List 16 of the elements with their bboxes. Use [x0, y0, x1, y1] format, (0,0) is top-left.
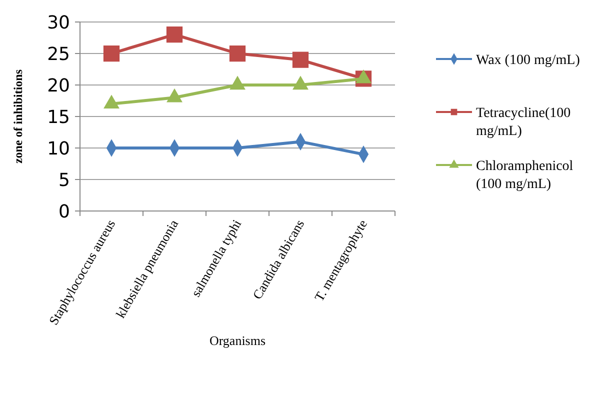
y-tick-label: 20 — [47, 75, 70, 96]
point — [103, 45, 120, 62]
point — [229, 45, 246, 62]
y-tick-label: 0 — [58, 201, 70, 222]
y-axis-title: zone of inhibitions — [11, 69, 25, 164]
point — [166, 26, 183, 43]
legend-label: Chloramphenicol (100 mg/mL) — [476, 159, 574, 192]
x-axis-title: Organisms — [209, 333, 266, 348]
y-tick-label: 10 — [47, 138, 70, 160]
y-tick-label: 15 — [47, 106, 70, 128]
legend-label: Tetracycline(100 mg/mL) — [476, 106, 571, 139]
y-tick-label: 25 — [47, 44, 70, 65]
point — [292, 52, 309, 68]
y-tick-label: 5 — [58, 170, 70, 191]
legend-label: Wax (100 mg/mL) — [476, 53, 580, 68]
y-tick-label: 30 — [47, 12, 70, 34]
